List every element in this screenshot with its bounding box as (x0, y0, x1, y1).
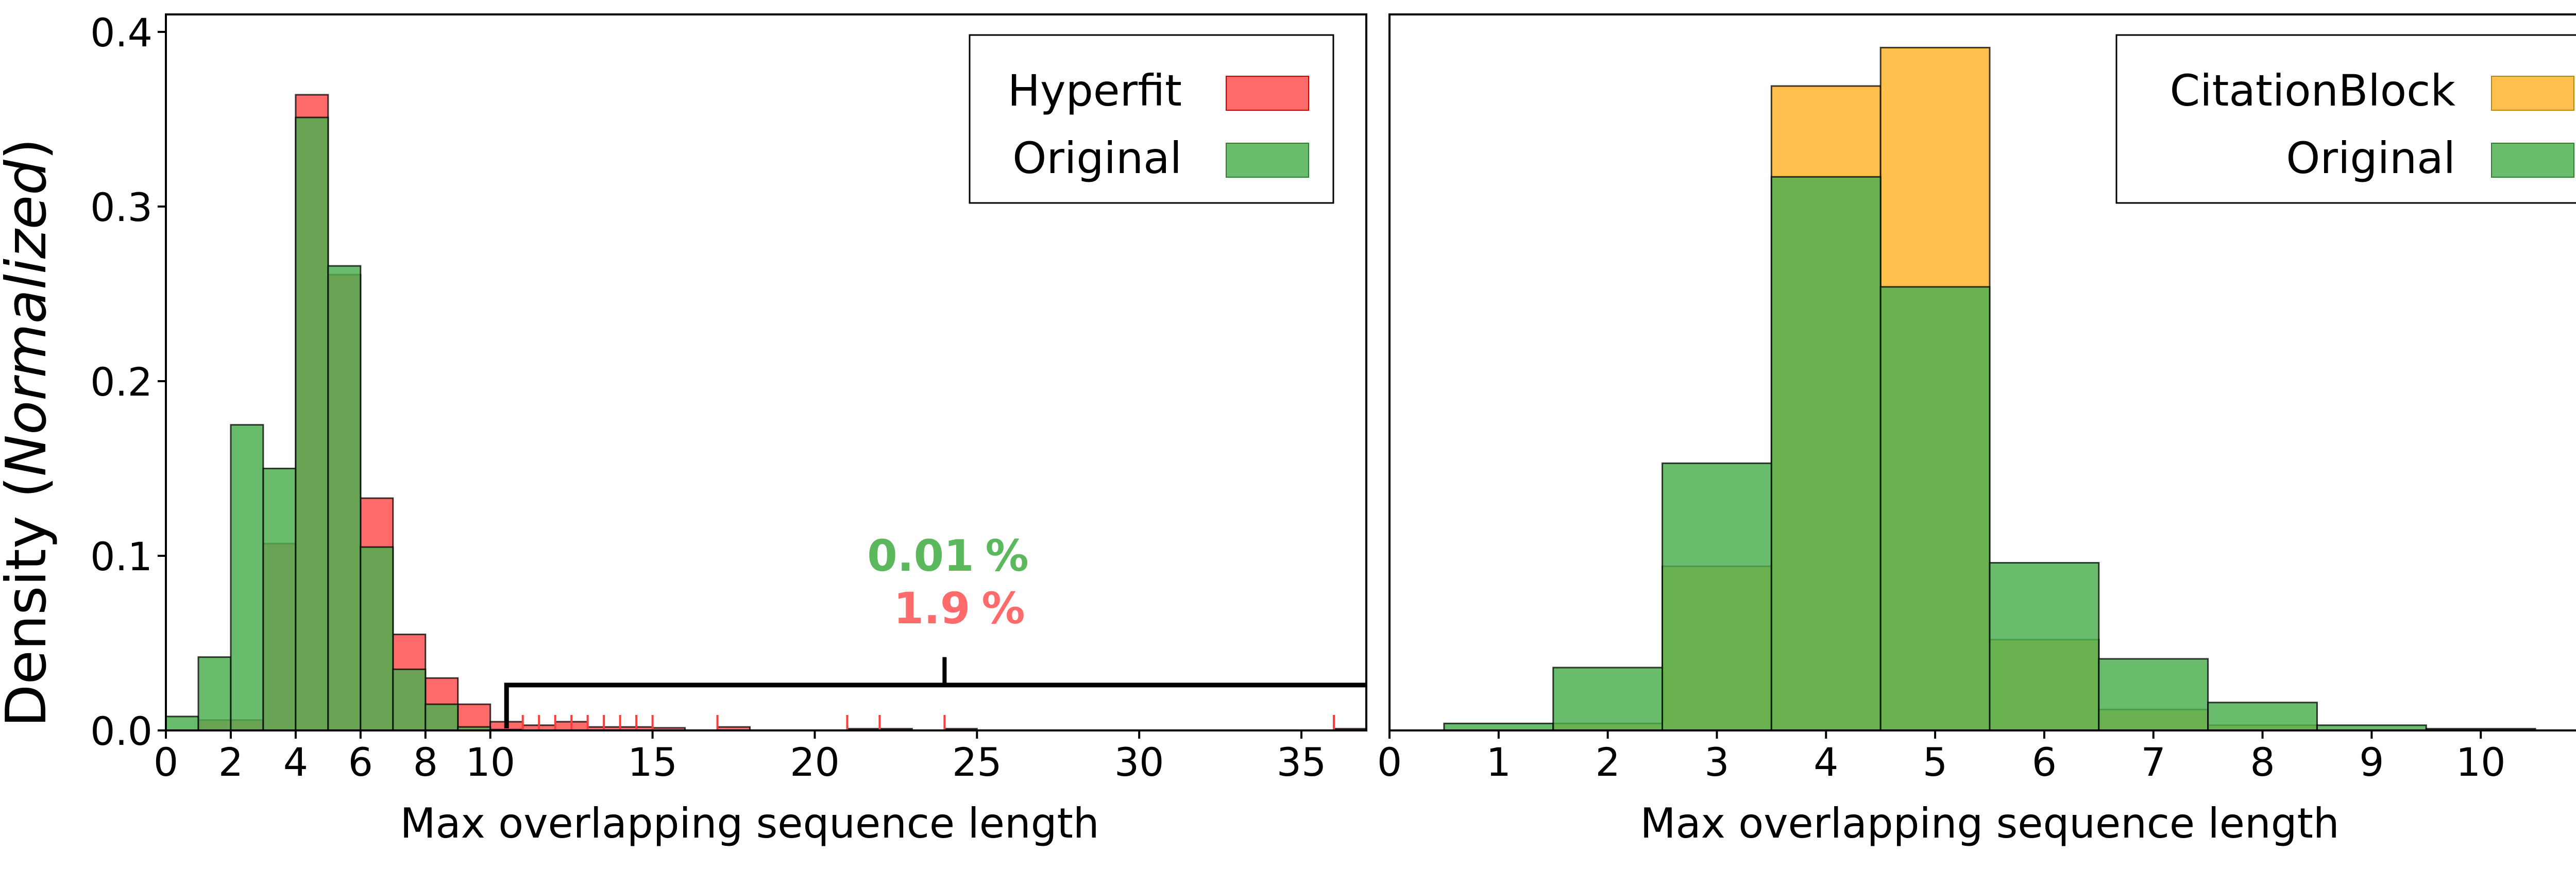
legend-label-original-right: Original (2286, 133, 2455, 183)
y-axis-title-main: Density ( (0, 476, 59, 727)
right-x-ticks: 0 1 2 3 4 5 6 7 8 9 10 (1377, 730, 2506, 785)
right-histogram: 0 1 2 3 4 5 6 7 8 9 10 Max overlapping sequence le… (1377, 13, 2576, 847)
right-xtick-label-7: 7 (2141, 739, 2166, 785)
original-left-bar-8 (425, 703, 459, 731)
legend-swatch-citationblock (2491, 76, 2574, 111)
annotation-hyperfit-value: 1.9 (894, 583, 971, 634)
left-xtick-label-20: 20 (790, 739, 840, 785)
original-right-bar-4.5 (1879, 286, 1991, 731)
original-left-bar-7 (392, 668, 427, 731)
hyperfit-rug-marks (521, 715, 1335, 730)
original-left-bar-6 (360, 546, 394, 731)
annotation-original-percent: 0.01% (867, 531, 1028, 581)
left-ytick-label-3: 0.3 (90, 184, 152, 230)
annotation-hyperfit-percent: 1.9% (894, 583, 1025, 634)
annotation-hyperfit-unit: % (981, 583, 1025, 634)
left-ytick-label-2: 0.2 (90, 359, 152, 405)
left-plot-frame (165, 13, 1367, 731)
original-left-bar-4 (295, 116, 329, 731)
legend-label-original-left: Original (1012, 133, 1182, 183)
left-xtick-label-10: 10 (465, 739, 515, 785)
original-left-bar-0 (165, 715, 199, 731)
y-axis-title: Density (Normalized) (0, 138, 59, 727)
original-right-bar-6.5 (2098, 658, 2209, 731)
left-xtick-label-15: 15 (628, 739, 677, 785)
left-ytick-label-4: 0.4 (90, 10, 152, 56)
original-bars-left (165, 116, 524, 731)
y-axis-title-italic: Normalized (0, 159, 59, 476)
hyperfit-bar-9 (457, 703, 492, 731)
original-left-bar-5 (327, 265, 362, 731)
left-xtick-label-8: 8 (413, 739, 438, 785)
legend-label-citationblock: CitationBlock (2170, 65, 2456, 116)
original-left-bar-1 (197, 656, 232, 731)
left-histogram: 0 2 4 6 8 10 15 20 25 30 35 0.0 0.1 0.2 0.3 0.4 Max ov… (90, 10, 1367, 847)
original-right-bar-7.5 (2207, 702, 2318, 731)
original-right-bar-5.5 (1989, 562, 2100, 731)
right-xtick-label-3: 3 (1704, 739, 1729, 785)
left-xtick-label-30: 30 (1114, 739, 1164, 785)
bracket-line (504, 683, 1366, 728)
original-left-bar-3 (262, 467, 297, 731)
annotation-original-value: 0.01 (867, 531, 974, 581)
right-xtick-label-8: 8 (2250, 739, 2275, 785)
right-xtick-label-1: 1 (1486, 739, 1511, 785)
annotation-original-unit: % (986, 531, 1029, 581)
left-xtick-label-4: 4 (283, 739, 308, 785)
legend-swatch-hyperfit (1226, 76, 1309, 111)
legend-label-hyperfit: Hyperfit (1008, 65, 1182, 116)
left-ytick-label-1: 0.1 (90, 534, 152, 580)
right-x-axis-title: Max overlapping sequence length (1640, 799, 2339, 847)
left-x-ticks: 0 2 4 6 8 10 15 20 25 30 35 (154, 730, 1327, 785)
left-legend: Hyperfit Original (969, 34, 1334, 204)
original-right-bar-2.5 (1662, 462, 1772, 731)
right-plot-frame (1388, 13, 2576, 731)
left-xtick-label-6: 6 (348, 739, 373, 785)
y-axis-title-close: ) (0, 138, 59, 160)
original-right-bar-1.5 (1552, 667, 1664, 731)
left-xtick-label-35: 35 (1277, 739, 1327, 785)
right-xtick-label-5: 5 (1923, 739, 1947, 785)
original-bars-right (1443, 176, 2536, 731)
left-y-ticks: 0.0 0.1 0.2 0.3 0.4 (90, 10, 166, 754)
left-xtick-label-25: 25 (952, 739, 1002, 785)
original-left-bar-2 (230, 424, 264, 731)
right-xtick-label-9: 9 (2359, 739, 2384, 785)
right-legend: CitationBlock Original (2115, 34, 2576, 204)
tail-bracket (504, 657, 1366, 728)
left-x-axis-title: Max overlapping sequence length (400, 799, 1099, 847)
left-xtick-label-2: 2 (218, 739, 243, 785)
right-xtick-label-6: 6 (2032, 739, 2057, 785)
right-xtick-label-2: 2 (1595, 739, 1620, 785)
original-right-bar-3.5 (1770, 176, 1882, 731)
left-ytick-label-0: 0.0 (90, 708, 152, 754)
legend-swatch-original-right (2491, 143, 2574, 178)
right-xtick-label-10: 10 (2456, 739, 2506, 785)
right-xtick-label-0: 0 (1377, 739, 1402, 785)
right-xtick-label-4: 4 (1814, 739, 1838, 785)
legend-swatch-original-left (1226, 143, 1309, 178)
left-xtick-label-0: 0 (154, 739, 178, 785)
original-right-bar-0.5 (1443, 722, 1554, 731)
